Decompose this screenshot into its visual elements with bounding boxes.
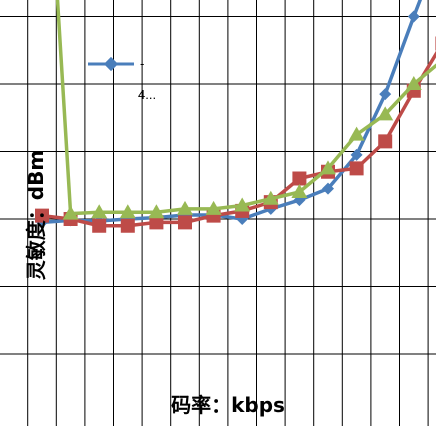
series-3-point-5 bbox=[148, 204, 165, 219]
series-3-point-2 bbox=[62, 205, 79, 220]
series-3-point-13 bbox=[377, 106, 394, 121]
series-3-point-12 bbox=[348, 126, 365, 141]
series-1-point-14 bbox=[407, 10, 420, 23]
series-2-point-6 bbox=[178, 215, 192, 230]
series-1-point-13 bbox=[379, 88, 392, 101]
series-1-point-12 bbox=[350, 148, 363, 161]
series-1-point-11 bbox=[322, 182, 334, 195]
series-2-point-3 bbox=[92, 218, 107, 233]
x-axis-title: 码率：kbps bbox=[171, 393, 285, 417]
series-3-point-9 bbox=[262, 190, 279, 205]
series-3-point-10 bbox=[291, 184, 308, 198]
series-3-point-8 bbox=[234, 197, 251, 212]
legend-series-1-label: - bbox=[140, 56, 144, 71]
y-axis-title: 灵敏度：dBm bbox=[24, 150, 48, 280]
series-2-point-10 bbox=[292, 171, 307, 186]
series-2-point-4 bbox=[120, 218, 135, 233]
series-3-point-3 bbox=[91, 204, 108, 219]
series-2-point-13 bbox=[378, 134, 393, 149]
series-3-point-6 bbox=[177, 200, 193, 215]
series-3-point-4 bbox=[119, 204, 136, 219]
series-2-point-5 bbox=[149, 215, 164, 230]
series-2-point-12 bbox=[349, 161, 364, 176]
legend-series-2-label: 4... bbox=[138, 87, 156, 102]
series-3 bbox=[55, 0, 436, 220]
series-2-point-1 bbox=[35, 208, 49, 223]
series-3-point-14 bbox=[405, 76, 422, 90]
series-3-point-11 bbox=[320, 160, 336, 175]
series-3-point-7 bbox=[205, 200, 222, 215]
series-layer bbox=[35, 0, 436, 233]
